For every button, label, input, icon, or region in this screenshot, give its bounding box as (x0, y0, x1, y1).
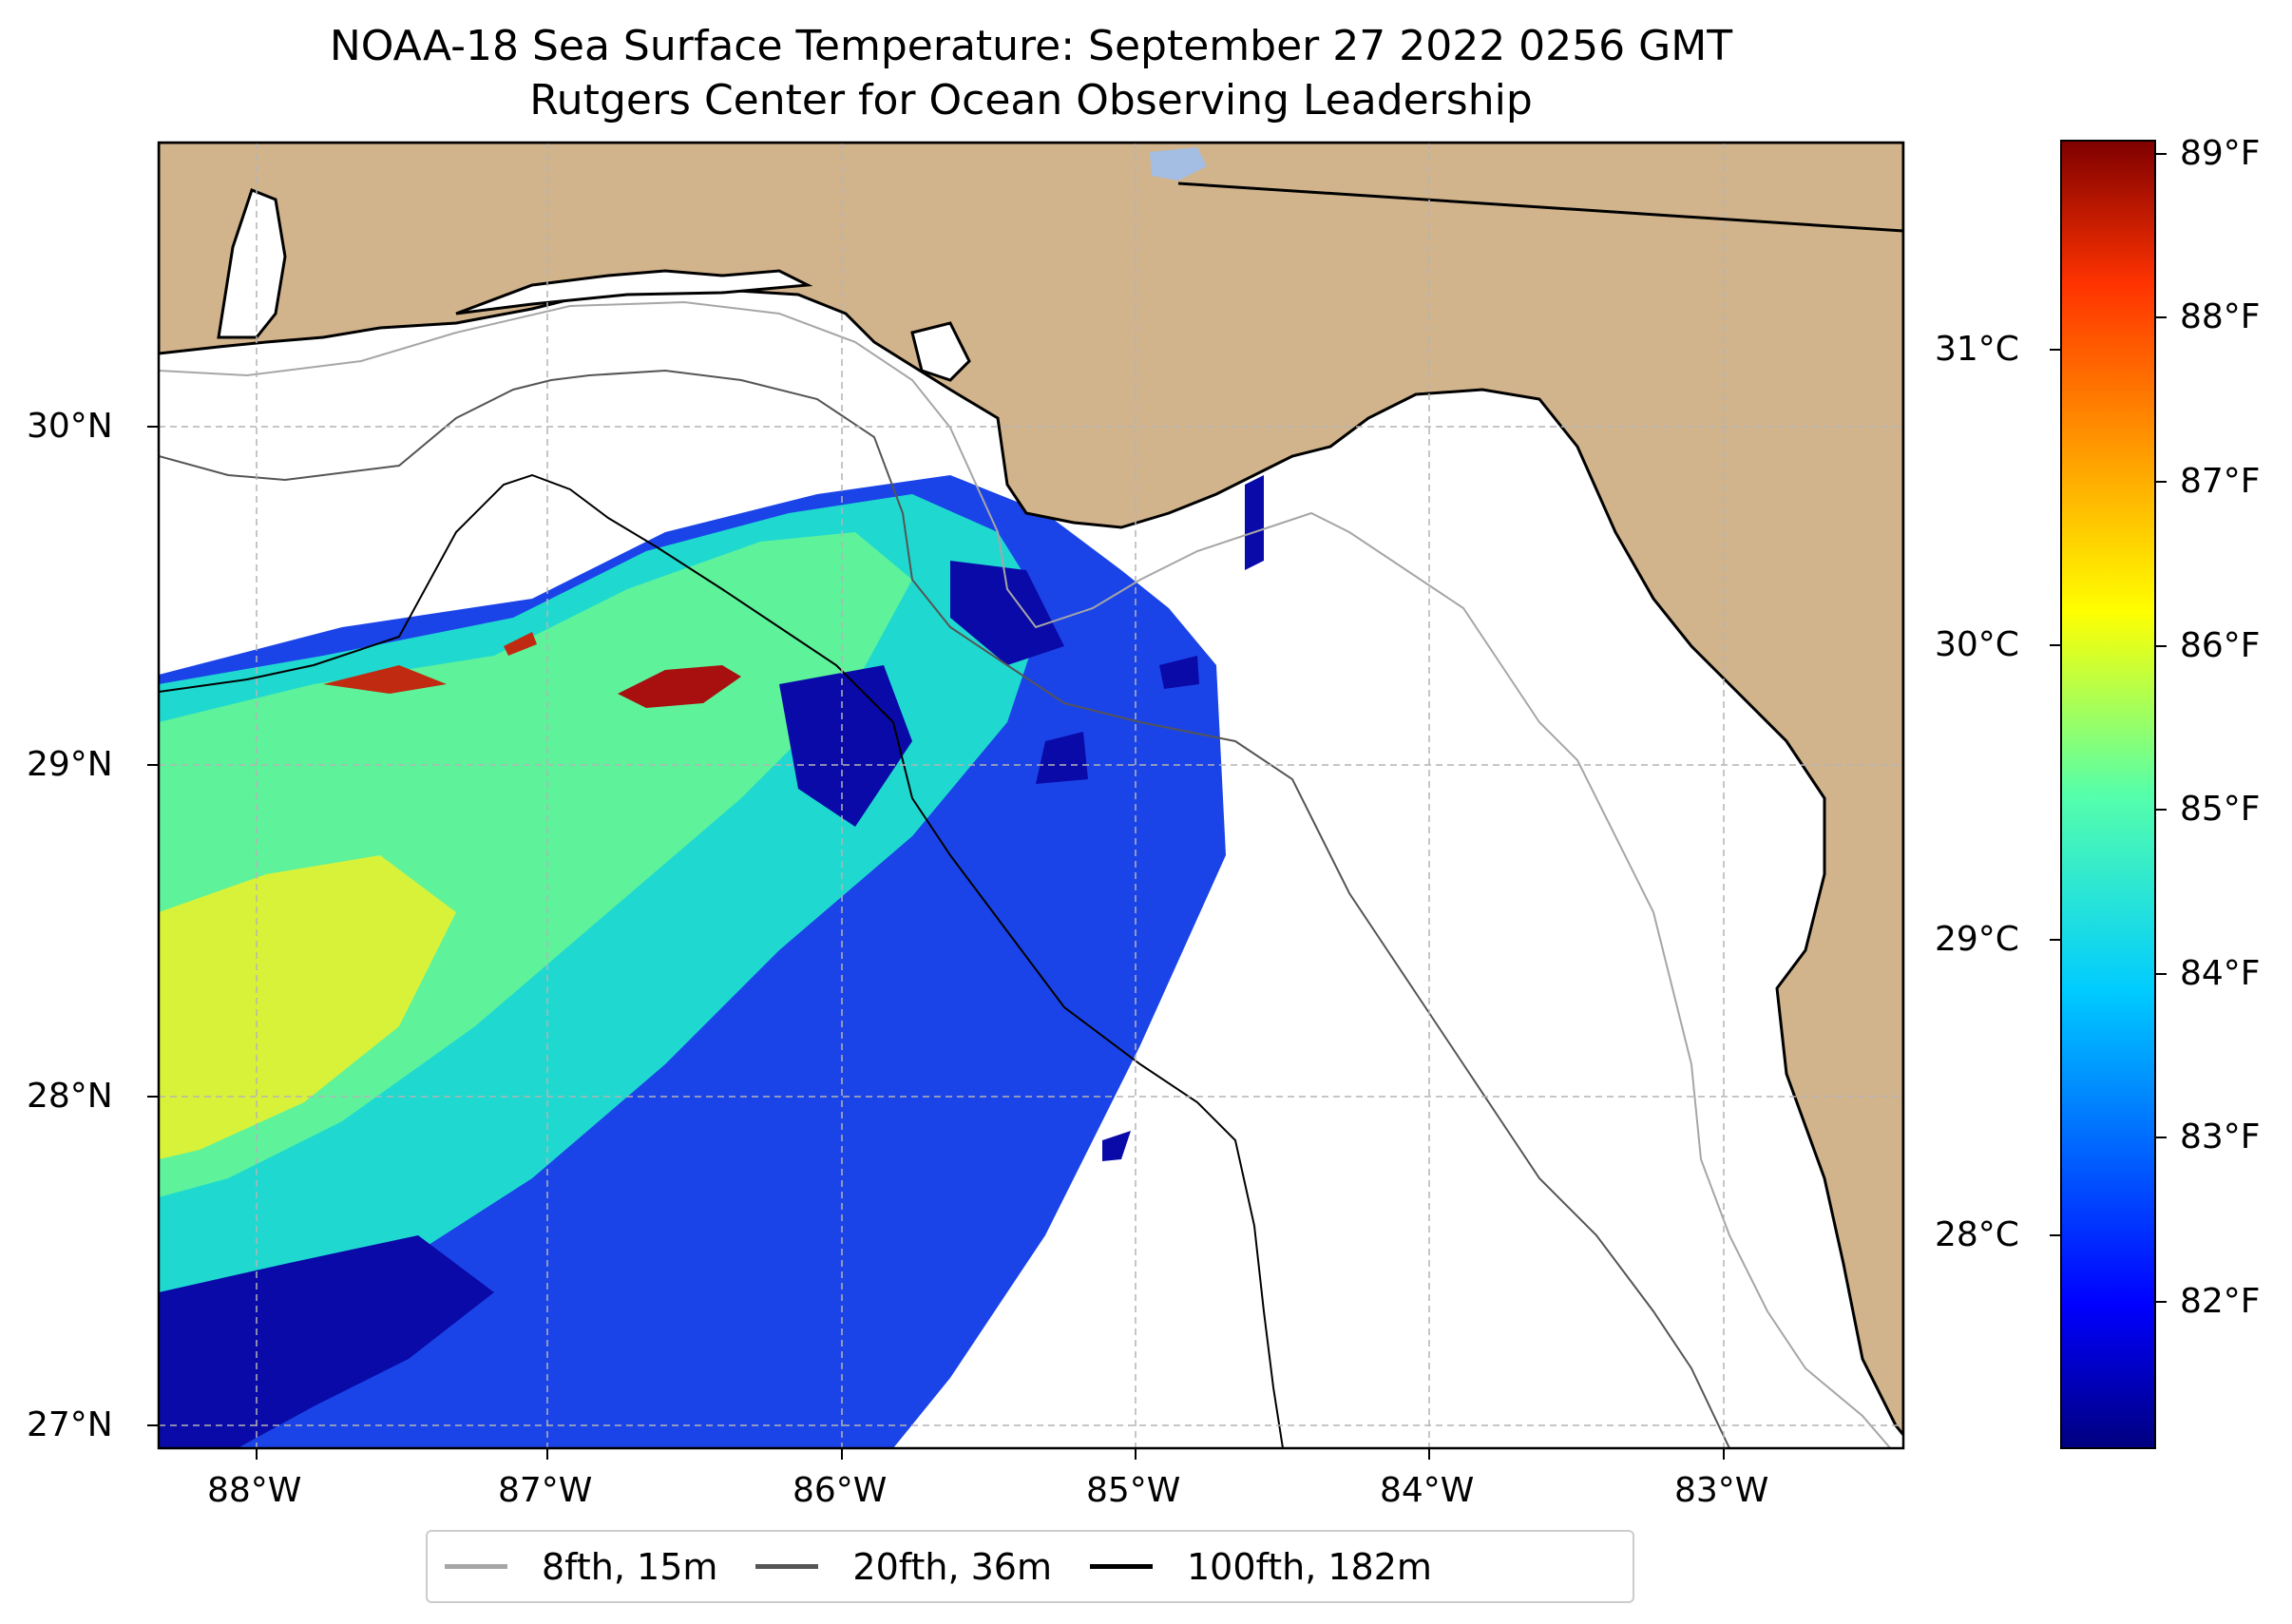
sst-hot-band-3 (504, 632, 537, 656)
map-subtitle: Rutgers Center for Ocean Observing Leade… (529, 76, 1533, 124)
lon-label: 86°W (793, 1471, 888, 1510)
sst-dark-blue-patch-4 (1036, 732, 1088, 784)
lon-label: 85°W (1086, 1471, 1181, 1510)
lat-label: 28°N (27, 1077, 113, 1116)
legend-swatch (755, 1564, 819, 1569)
lake-seminole (1150, 147, 1207, 181)
lon-label: 83°W (1674, 1471, 1769, 1510)
lat-label: 30°N (27, 407, 113, 446)
colorbar (2060, 140, 2156, 1449)
lat-label: 29°N (27, 745, 113, 784)
isobath-100fth (159, 473, 1284, 1448)
sst-hot-band (618, 665, 741, 708)
legend-item-8fth: 8fth, 15m (445, 1546, 717, 1588)
sst-dark-blue-patch (779, 665, 912, 827)
sst-dark-blue-patch-6 (1102, 1131, 1131, 1161)
colorbar-c-label: 28°C (1935, 1215, 2019, 1254)
colorbar-f-label: 82°F (2180, 1282, 2261, 1321)
colorbar-c-ticks (2050, 349, 2061, 1236)
lat-tick-marks (147, 426, 159, 1426)
colorbar-c-label: 31°C (1935, 330, 2019, 369)
legend-swatch (1089, 1564, 1153, 1569)
isobath-8fth (159, 300, 1892, 1448)
bay-stjoe (910, 321, 971, 382)
bay-pensacola (217, 188, 287, 339)
isobath-20fth (159, 369, 1730, 1448)
lon-label: 84°W (1380, 1471, 1475, 1510)
sst-data-layer (159, 475, 1264, 1448)
lon-label: 87°W (498, 1471, 593, 1510)
sst-dark-blue-south (159, 1235, 494, 1448)
state-boundary (1177, 182, 1903, 233)
colorbar-f-label: 89°F (2180, 134, 2261, 173)
lat-label: 27°N (27, 1405, 113, 1444)
colorbar-f-label: 86°F (2180, 626, 2261, 665)
sst-dark-blue-patch-5 (1245, 475, 1264, 570)
colorbar-f-ticks (2155, 153, 2167, 1303)
colorbar-f-label: 85°F (2180, 790, 2261, 829)
isobath-legend: 8fth, 15m 20fth, 36m 100fth, 182m (426, 1530, 1634, 1603)
sst-yellow-field (159, 855, 456, 1159)
legend-item-100fth: 100fth, 182m (1089, 1545, 1432, 1588)
lon-label: 88°W (207, 1471, 302, 1510)
colorbar-c-label: 29°C (1935, 920, 2019, 959)
colorbar-f-label: 84°F (2180, 954, 2261, 993)
colorbar-f-label: 87°F (2180, 462, 2261, 501)
colorbar-f-label: 83°F (2180, 1118, 2261, 1156)
map-frame (157, 141, 1905, 1450)
legend-label: 8fth, 15m (542, 1545, 718, 1588)
legend-item-20fth: 20fth, 36m (755, 1546, 1052, 1588)
gridlines (159, 143, 1903, 1448)
colorbar-f-label: 88°F (2180, 297, 2261, 336)
map-title: NOAA-18 Sea Surface Temperature: Septemb… (329, 22, 1733, 70)
sst-hot-band-2 (323, 665, 447, 694)
sst-dark-blue-patch-2 (950, 561, 1064, 665)
legend-label: 100fth, 182m (1186, 1545, 1432, 1588)
bay-choctawhatchee (455, 269, 813, 315)
sst-dark-blue-patch-3 (1159, 656, 1199, 689)
lon-tick-marks (256, 1448, 1725, 1460)
colorbar-c-label: 30°C (1935, 625, 2019, 664)
legend-swatch (445, 1564, 507, 1569)
legend-label: 20fth, 36m (852, 1545, 1052, 1588)
